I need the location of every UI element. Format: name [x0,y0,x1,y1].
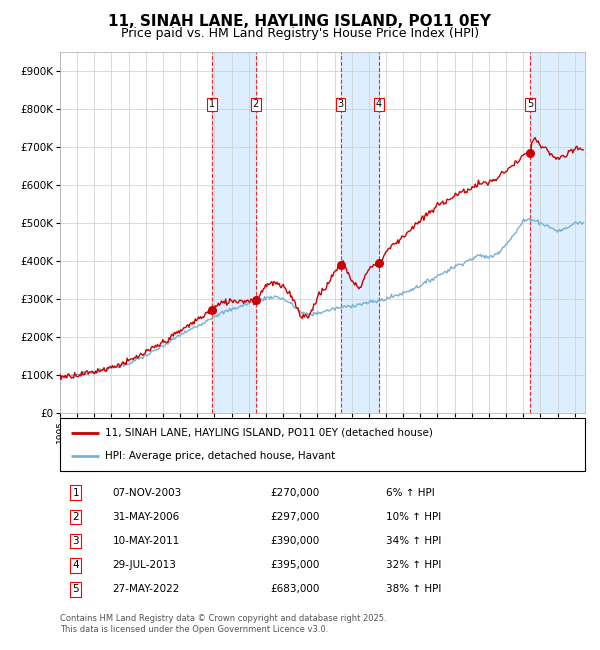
Text: 34% ↑ HPI: 34% ↑ HPI [386,536,441,546]
Text: 1: 1 [209,99,215,109]
Text: 29-JUL-2013: 29-JUL-2013 [113,560,176,570]
Text: 3: 3 [73,536,79,546]
Text: 3: 3 [338,99,344,109]
Text: 10-MAY-2011: 10-MAY-2011 [113,536,180,546]
Text: 5: 5 [73,584,79,595]
Text: £395,000: £395,000 [270,560,319,570]
Text: 4: 4 [73,560,79,570]
Bar [212,52,256,413]
Bar [530,52,585,413]
Text: 11, SINAH LANE, HAYLING ISLAND, PO11 0EY: 11, SINAH LANE, HAYLING ISLAND, PO11 0EY [109,14,491,29]
Bar [341,52,379,413]
Text: HPI: Average price, detached house, Havant: HPI: Average price, detached house, Hava… [104,451,335,462]
Text: 07-NOV-2003: 07-NOV-2003 [113,488,182,498]
Text: 2: 2 [73,512,79,522]
Text: £297,000: £297,000 [270,512,319,522]
Text: 2: 2 [253,99,259,109]
Text: 38% ↑ HPI: 38% ↑ HPI [386,584,441,595]
Text: £390,000: £390,000 [270,536,319,546]
Text: 10% ↑ HPI: 10% ↑ HPI [386,512,441,522]
Text: 32% ↑ HPI: 32% ↑ HPI [386,560,441,570]
Text: 6% ↑ HPI: 6% ↑ HPI [386,488,434,498]
Text: Contains HM Land Registry data © Crown copyright and database right 2025.
This d: Contains HM Land Registry data © Crown c… [60,614,386,634]
Text: Price paid vs. HM Land Registry's House Price Index (HPI): Price paid vs. HM Land Registry's House … [121,27,479,40]
Text: 5: 5 [527,99,533,109]
Text: 4: 4 [376,99,382,109]
Text: 31-MAY-2006: 31-MAY-2006 [113,512,180,522]
Text: 11, SINAH LANE, HAYLING ISLAND, PO11 0EY (detached house): 11, SINAH LANE, HAYLING ISLAND, PO11 0EY… [104,428,433,438]
Text: £683,000: £683,000 [270,584,319,595]
FancyBboxPatch shape [60,418,585,471]
Text: 1: 1 [73,488,79,498]
Text: £270,000: £270,000 [270,488,319,498]
Text: 27-MAY-2022: 27-MAY-2022 [113,584,180,595]
